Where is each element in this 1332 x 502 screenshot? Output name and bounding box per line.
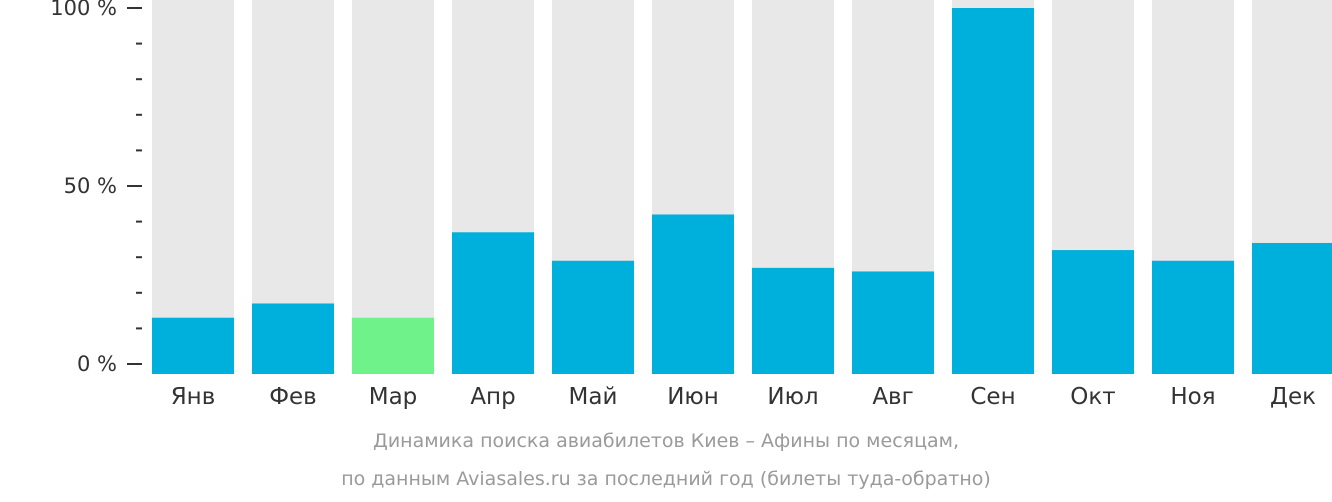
bar: [1052, 250, 1134, 374]
y-tick-label: 100 %: [50, 0, 117, 20]
chart-caption-line-2: по данным Aviasales.ru за последний год …: [341, 468, 991, 490]
bar: [952, 8, 1034, 374]
bar-chart: 0 % 50 % 100 % Янв Фев Мар Апр Май Июн Июл Авг Сен О…: [50, 0, 1332, 410]
x-tick-label: Мар: [369, 384, 418, 410]
bar: [1252, 242, 1332, 374]
y-tick-label: 0 %: [77, 352, 117, 376]
y-tick-label: 50 %: [64, 174, 117, 198]
x-tick-label: Авг: [872, 384, 913, 410]
x-tick-label: Окт: [1070, 384, 1115, 410]
bar-track: [152, 0, 234, 374]
x-tick-label: Янв: [171, 384, 216, 410]
chart-caption-line-1: Динамика поиска авиабилетов Киев – Афины…: [372, 430, 960, 452]
x-tick-label: Май: [569, 384, 618, 410]
bar: [552, 260, 634, 374]
x-tick-label: Ноя: [1170, 384, 1215, 410]
x-tick-label: Дек: [1270, 384, 1316, 410]
bar: [152, 317, 234, 374]
bar: [752, 267, 834, 374]
bar: [452, 232, 534, 374]
bar: [852, 271, 934, 374]
x-tick-label: Июн: [667, 384, 719, 410]
bar-track: [352, 0, 434, 374]
bar: [252, 303, 334, 374]
x-tick-label: Сен: [970, 384, 1015, 410]
bar: [352, 317, 434, 374]
x-tick-label: Фев: [269, 384, 317, 410]
x-tick-label: Апр: [470, 384, 515, 410]
x-tick-label: Июл: [767, 384, 818, 410]
bar: [1152, 260, 1234, 374]
bar: [652, 214, 734, 374]
